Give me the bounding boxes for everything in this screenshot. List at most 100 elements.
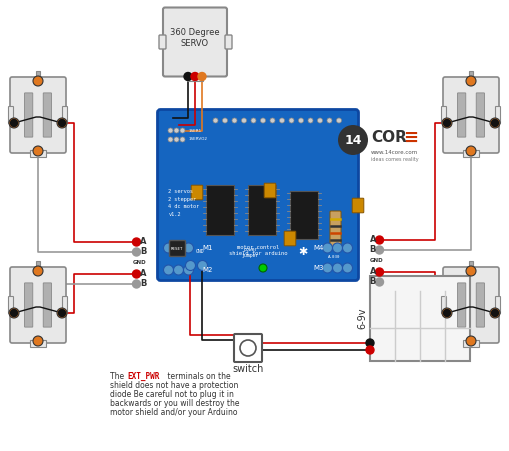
Circle shape <box>174 243 184 253</box>
Text: 14: 14 <box>344 133 362 147</box>
Bar <box>36 261 40 269</box>
FancyBboxPatch shape <box>159 35 166 49</box>
FancyBboxPatch shape <box>441 106 446 124</box>
FancyBboxPatch shape <box>10 267 66 343</box>
Circle shape <box>9 118 19 128</box>
Circle shape <box>184 73 192 80</box>
FancyBboxPatch shape <box>9 296 14 313</box>
FancyBboxPatch shape <box>443 267 499 343</box>
FancyBboxPatch shape <box>43 283 51 327</box>
Circle shape <box>168 128 173 133</box>
Circle shape <box>240 340 256 356</box>
Circle shape <box>33 266 43 276</box>
Circle shape <box>197 261 208 271</box>
Circle shape <box>222 118 228 123</box>
Text: switch: switch <box>232 364 264 374</box>
Text: 1SER1: 1SER1 <box>188 129 202 133</box>
Circle shape <box>180 128 185 133</box>
Circle shape <box>298 118 303 123</box>
Bar <box>30 150 46 157</box>
Circle shape <box>132 238 140 246</box>
Circle shape <box>343 263 353 273</box>
Text: M1: M1 <box>203 245 213 251</box>
FancyBboxPatch shape <box>169 240 185 257</box>
Circle shape <box>289 118 294 123</box>
Text: terminals on the: terminals on the <box>165 372 231 381</box>
Circle shape <box>11 120 17 126</box>
Text: GND: GND <box>195 249 204 254</box>
Bar <box>469 71 473 79</box>
Circle shape <box>132 280 140 288</box>
Circle shape <box>132 270 140 278</box>
Circle shape <box>241 118 246 123</box>
Text: B: B <box>140 248 147 257</box>
FancyBboxPatch shape <box>476 93 485 137</box>
Text: RESET: RESET <box>171 248 183 252</box>
Circle shape <box>232 118 237 123</box>
Bar <box>187 74 203 80</box>
Circle shape <box>213 118 218 123</box>
FancyBboxPatch shape <box>290 191 318 239</box>
Circle shape <box>336 118 342 123</box>
Circle shape <box>332 243 343 253</box>
Circle shape <box>366 346 374 354</box>
Circle shape <box>184 243 193 253</box>
FancyBboxPatch shape <box>9 106 14 124</box>
FancyBboxPatch shape <box>225 35 232 49</box>
Text: 2 servos
2 stepper
4 dc motor
v1.2: 2 servos 2 stepper 4 dc motor v1.2 <box>168 189 200 216</box>
Circle shape <box>11 309 17 317</box>
Text: A: A <box>370 235 376 244</box>
FancyBboxPatch shape <box>370 276 470 360</box>
Circle shape <box>490 308 500 318</box>
Circle shape <box>332 263 343 273</box>
Circle shape <box>198 73 206 80</box>
Circle shape <box>33 76 43 86</box>
Circle shape <box>366 339 374 347</box>
Text: A-030: A-030 <box>328 256 341 259</box>
FancyBboxPatch shape <box>458 93 466 137</box>
Text: B: B <box>370 245 376 254</box>
Circle shape <box>466 336 476 346</box>
Text: EXT_PWR: EXT_PWR <box>127 372 159 381</box>
FancyBboxPatch shape <box>234 334 262 362</box>
Circle shape <box>442 118 452 128</box>
Text: motor shield and/or your Arduino: motor shield and/or your Arduino <box>110 408 238 417</box>
Circle shape <box>180 137 185 142</box>
FancyBboxPatch shape <box>43 93 51 137</box>
FancyBboxPatch shape <box>206 185 234 235</box>
Text: ≡: ≡ <box>403 129 418 147</box>
Text: B: B <box>140 280 147 289</box>
Circle shape <box>443 120 450 126</box>
Text: The: The <box>110 372 127 381</box>
Circle shape <box>191 73 199 80</box>
Circle shape <box>259 264 267 272</box>
Bar <box>463 150 479 157</box>
Circle shape <box>132 248 140 256</box>
Circle shape <box>492 309 498 317</box>
Circle shape <box>174 128 179 133</box>
Circle shape <box>376 236 383 244</box>
Circle shape <box>442 308 452 318</box>
Circle shape <box>343 243 353 253</box>
Circle shape <box>323 243 332 253</box>
Circle shape <box>261 118 266 123</box>
Text: A: A <box>140 270 147 279</box>
Text: M4: M4 <box>313 245 324 251</box>
FancyBboxPatch shape <box>284 231 296 246</box>
Circle shape <box>168 137 173 142</box>
FancyBboxPatch shape <box>191 185 203 200</box>
Text: GND: GND <box>370 258 383 263</box>
Circle shape <box>270 118 275 123</box>
Circle shape <box>466 146 476 156</box>
Circle shape <box>59 120 66 126</box>
Circle shape <box>279 118 285 123</box>
Text: diode Be careful not to plug it in: diode Be careful not to plug it in <box>110 390 234 399</box>
Circle shape <box>308 118 313 123</box>
FancyBboxPatch shape <box>63 296 68 313</box>
Text: A: A <box>140 238 147 247</box>
Circle shape <box>174 265 184 275</box>
Circle shape <box>318 118 323 123</box>
Circle shape <box>174 137 179 142</box>
FancyBboxPatch shape <box>157 110 358 281</box>
FancyBboxPatch shape <box>24 93 33 137</box>
